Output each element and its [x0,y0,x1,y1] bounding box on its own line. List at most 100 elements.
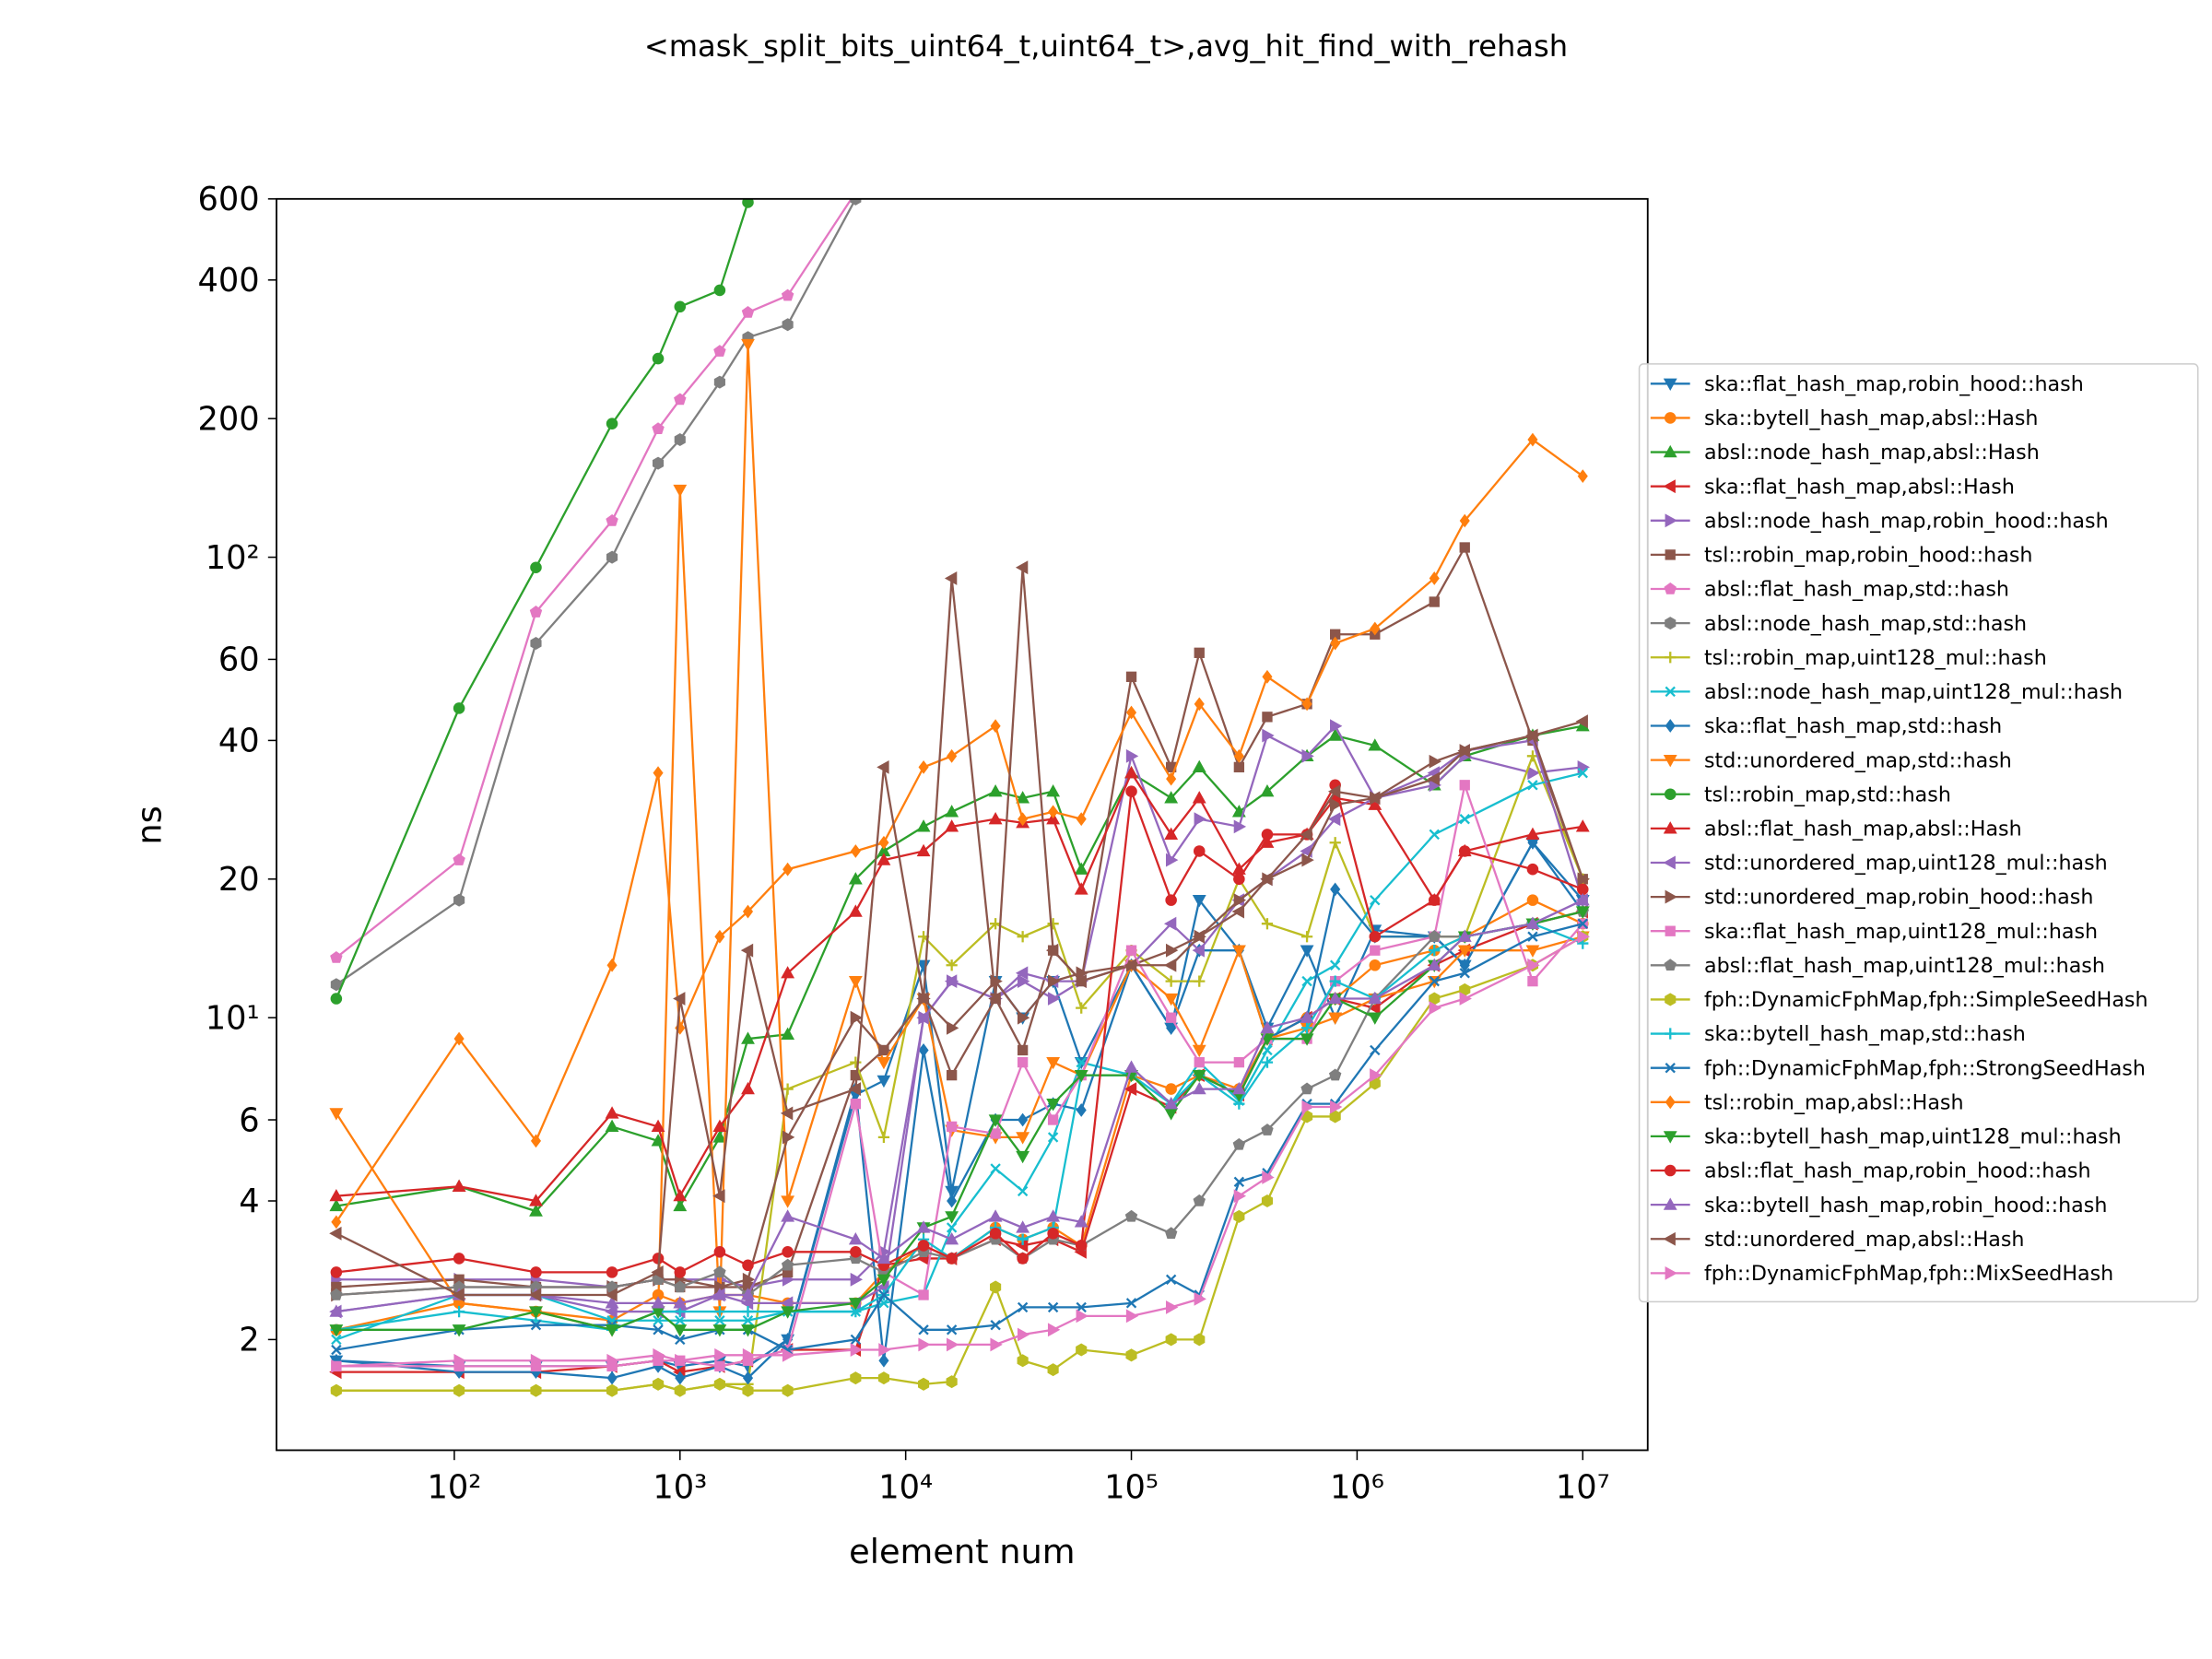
data-point [781,288,794,301]
legend-label: ska::bytell_hash_map,robin_hood::hash [1704,1194,2107,1218]
data-point [1124,1060,1138,1073]
y-tick-label: 200 [197,400,259,438]
data-point [741,1081,755,1095]
x-tick-label: 10⁵ [1104,1469,1159,1507]
data-point [1428,894,1441,906]
data-point [850,1334,862,1346]
data-point [606,1383,618,1397]
data-point [453,1353,466,1368]
data-point [530,1319,542,1331]
data-point [990,1337,1003,1352]
data-point [780,1296,794,1311]
legend-marker [1664,582,1677,594]
data-point [944,571,958,585]
legend-marker [1665,513,1677,528]
data-point [1232,1137,1246,1150]
series-line [335,899,1583,1331]
data-point [713,345,726,357]
data-point [1328,1012,1343,1025]
x-tick-label: 10⁷ [1556,1469,1610,1507]
data-point [1458,845,1471,857]
data-point [1125,785,1137,797]
data-point [1301,748,1314,763]
legend-marker [1665,993,1677,1006]
data-point [1370,1068,1382,1083]
data-point [1429,571,1440,585]
data-point [1192,791,1206,804]
data-point [1329,1110,1341,1124]
data-point [877,1131,890,1144]
legend-label: std::unordered_map,robin_hood::hash [1704,886,2093,910]
data-point [1125,705,1137,720]
data-point [1017,1354,1029,1368]
data-point [1429,596,1440,607]
data-point [1048,805,1059,819]
data-point [848,1082,861,1097]
data-point [782,318,794,332]
data-point [530,561,542,573]
data-point [606,550,618,564]
data-point [1328,991,1343,1005]
data-point [1047,1363,1059,1377]
data-point [877,1274,891,1287]
data-point [1017,1010,1030,1025]
data-point [1164,1096,1179,1110]
legend-marker [1663,1197,1677,1210]
data-point [712,1288,727,1300]
data-point [529,1204,543,1217]
data-point [1125,945,1137,956]
data-point [781,1306,795,1319]
data-point [782,862,794,877]
data-point [605,1304,618,1319]
data-point [1575,819,1590,832]
data-point [713,1265,726,1278]
data-point [453,1305,465,1318]
legend-marker [1665,1062,1676,1074]
data-point [741,1031,755,1044]
data-point [1016,1220,1030,1233]
data-point [1368,1012,1382,1025]
data-point [330,1288,343,1300]
data-point [1047,1132,1059,1143]
data-point [1368,791,1381,806]
data-point [606,1353,619,1368]
data-point [605,1296,619,1309]
data-point [1017,1253,1029,1265]
data-point [781,1195,795,1208]
data-point [1074,882,1088,895]
legend-label: tsl::robin_map,absl::Hash [1704,1090,1964,1114]
data-point [1527,432,1538,447]
data-point [878,835,889,850]
data-point [1015,560,1029,575]
series-line [335,910,1583,1297]
legend-label: absl::node_hash_map,robin_hood::hash [1704,509,2109,533]
data-point [1125,1298,1137,1309]
data-point [877,1056,891,1070]
data-point [851,187,862,197]
data-point [1459,958,1470,972]
data-point [713,284,726,297]
data-point [878,1043,891,1057]
data-point [877,1075,891,1088]
data-point [1370,945,1381,956]
data-point [918,1289,929,1300]
legend-label: absl::flat_hash_map,absl::Hash [1704,818,2022,841]
data-point [1192,1069,1206,1083]
series-line [335,438,1583,1223]
data-point [453,1383,465,1397]
data-point [1125,1348,1137,1362]
data-point [850,844,861,858]
data-point [1459,513,1470,528]
data-point [605,1119,619,1133]
data-point [1047,1301,1059,1313]
data-point [877,759,889,774]
data-point [712,1119,727,1133]
data-point [453,1253,465,1265]
legend-label: fph::DynamicFphMap,fph::StrongSeedHash [1704,1056,2146,1080]
data-point [1575,714,1588,729]
data-point [782,1246,794,1258]
data-point [1261,1056,1274,1068]
data-point [916,1220,931,1233]
data-point [530,1134,542,1148]
data-point [944,974,958,989]
